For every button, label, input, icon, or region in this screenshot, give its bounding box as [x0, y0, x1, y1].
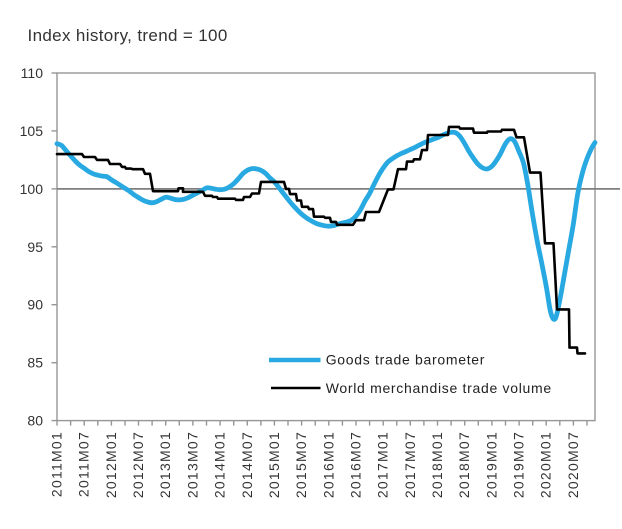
svg-text:95: 95: [27, 239, 43, 255]
svg-text:2017M01: 2017M01: [375, 431, 391, 498]
svg-text:Index history, trend = 100: Index history, trend = 100: [28, 26, 228, 45]
svg-text:2020M07: 2020M07: [565, 431, 581, 498]
svg-text:2016M01: 2016M01: [320, 431, 336, 498]
svg-text:2014M07: 2014M07: [239, 431, 255, 498]
svg-text:80: 80: [27, 413, 43, 429]
svg-text:2015M07: 2015M07: [293, 431, 309, 498]
svg-text:90: 90: [27, 297, 43, 313]
svg-text:2020M01: 2020M01: [538, 431, 554, 498]
svg-text:2016M07: 2016M07: [348, 431, 364, 498]
svg-text:2014M01: 2014M01: [212, 431, 228, 498]
svg-text:100: 100: [20, 181, 44, 197]
svg-text:Goods trade barometer: Goods trade barometer: [326, 351, 485, 367]
svg-text:110: 110: [21, 65, 44, 81]
svg-text:2011M01: 2011M01: [49, 431, 65, 497]
svg-text:2018M07: 2018M07: [456, 431, 472, 498]
svg-text:World merchandise trade volume: World merchandise trade volume: [326, 380, 552, 396]
svg-text:2013M07: 2013M07: [184, 431, 200, 498]
svg-text:2019M07: 2019M07: [511, 431, 527, 498]
svg-text:2017M07: 2017M07: [402, 431, 418, 498]
svg-text:2012M07: 2012M07: [130, 431, 146, 498]
svg-text:2019M01: 2019M01: [483, 431, 499, 498]
svg-text:2013M01: 2013M01: [157, 431, 173, 498]
svg-text:2011M07: 2011M07: [76, 431, 92, 497]
svg-text:105: 105: [20, 123, 44, 139]
svg-text:85: 85: [27, 355, 43, 371]
svg-text:2015M01: 2015M01: [266, 431, 282, 498]
svg-text:2018M01: 2018M01: [429, 431, 445, 498]
svg-text:2012M01: 2012M01: [103, 431, 119, 498]
